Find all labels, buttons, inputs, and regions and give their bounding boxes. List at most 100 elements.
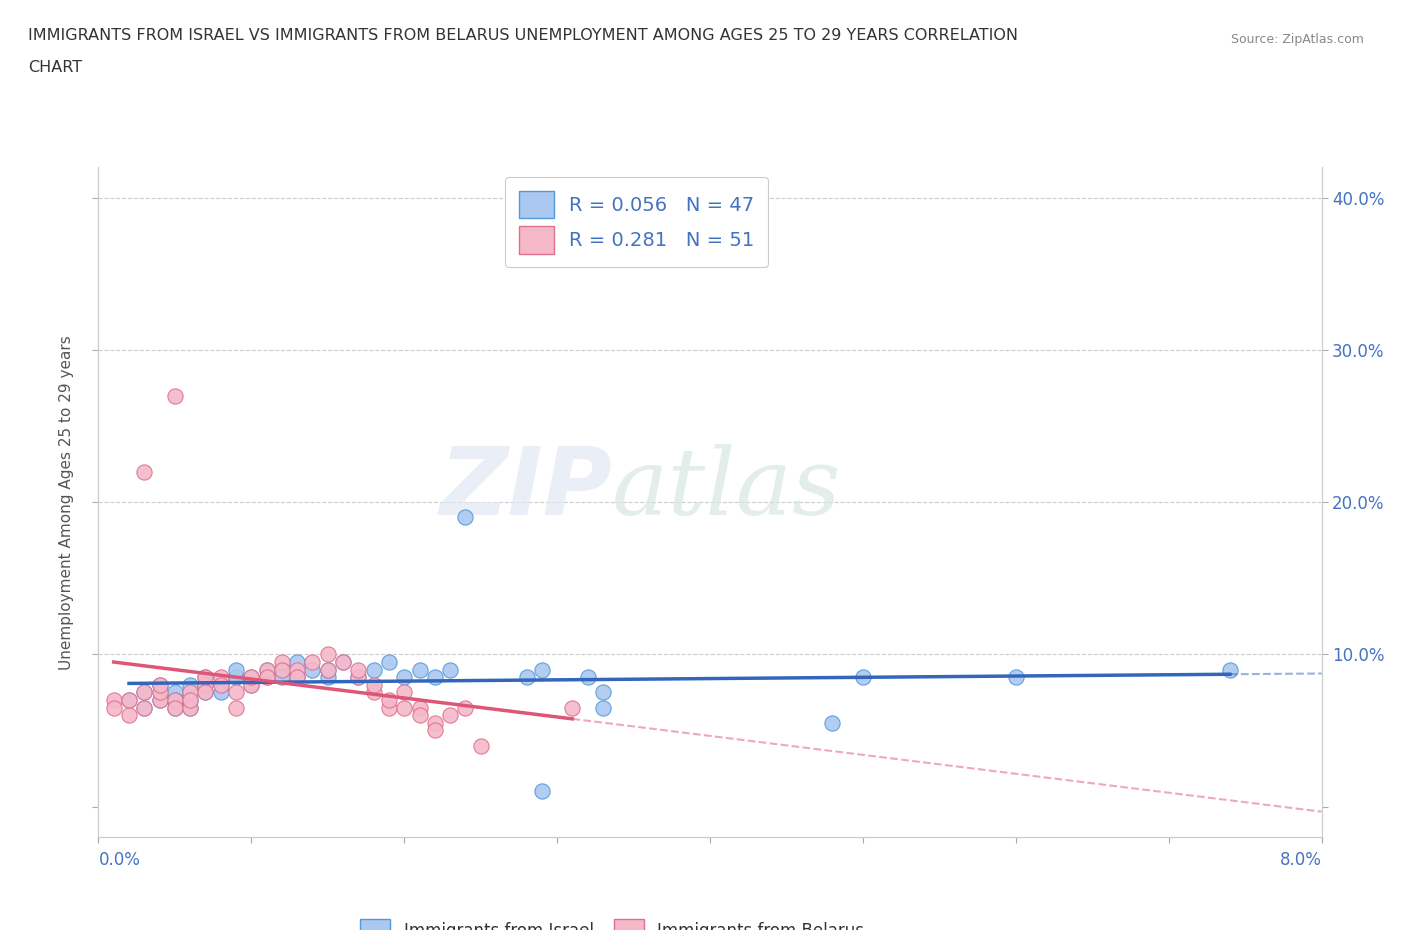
Point bbox=[149, 685, 172, 700]
Point bbox=[256, 670, 278, 684]
Point bbox=[194, 685, 217, 700]
Point bbox=[149, 677, 172, 692]
Point bbox=[256, 670, 278, 684]
Point bbox=[378, 693, 401, 708]
Point bbox=[163, 388, 186, 403]
Point bbox=[530, 784, 553, 799]
Point bbox=[378, 700, 401, 715]
Point bbox=[423, 670, 446, 684]
Point bbox=[225, 662, 247, 677]
Point bbox=[134, 685, 156, 700]
Text: 0.0%: 0.0% bbox=[98, 851, 141, 869]
Point bbox=[270, 662, 294, 677]
Point bbox=[408, 708, 430, 723]
Text: Source: ZipAtlas.com: Source: ZipAtlas.com bbox=[1230, 33, 1364, 46]
Point bbox=[301, 662, 323, 677]
Point bbox=[592, 700, 614, 715]
Point bbox=[134, 700, 156, 715]
Text: IMMIGRANTS FROM ISRAEL VS IMMIGRANTS FROM BELARUS UNEMPLOYMENT AMONG AGES 25 TO : IMMIGRANTS FROM ISRAEL VS IMMIGRANTS FRO… bbox=[28, 28, 1018, 43]
Point bbox=[194, 670, 217, 684]
Point bbox=[592, 685, 614, 700]
Point bbox=[347, 662, 370, 677]
Point bbox=[240, 677, 263, 692]
Point bbox=[392, 670, 416, 684]
Point bbox=[163, 685, 186, 700]
Point bbox=[285, 655, 308, 670]
Point bbox=[194, 677, 217, 692]
Point bbox=[316, 647, 339, 662]
Point bbox=[316, 662, 339, 677]
Point bbox=[363, 662, 385, 677]
Point bbox=[270, 670, 294, 684]
Point bbox=[378, 655, 401, 670]
Y-axis label: Unemployment Among Ages 25 to 29 years: Unemployment Among Ages 25 to 29 years bbox=[59, 335, 75, 670]
Point bbox=[576, 670, 599, 684]
Point bbox=[179, 685, 201, 700]
Point bbox=[516, 670, 538, 684]
Point bbox=[270, 655, 294, 670]
Legend: Immigrants from Israel, Immigrants from Belarus: Immigrants from Israel, Immigrants from … bbox=[354, 912, 870, 930]
Point bbox=[179, 677, 201, 692]
Point bbox=[209, 677, 232, 692]
Point bbox=[163, 693, 186, 708]
Point bbox=[285, 662, 308, 677]
Point bbox=[134, 700, 156, 715]
Text: 8.0%: 8.0% bbox=[1279, 851, 1322, 869]
Point bbox=[179, 693, 201, 708]
Point bbox=[118, 708, 141, 723]
Point bbox=[301, 655, 323, 670]
Point bbox=[209, 677, 232, 692]
Point bbox=[561, 700, 583, 715]
Text: CHART: CHART bbox=[28, 60, 82, 75]
Point bbox=[179, 693, 201, 708]
Point bbox=[134, 464, 156, 479]
Point bbox=[179, 700, 201, 715]
Point bbox=[408, 662, 430, 677]
Point bbox=[240, 670, 263, 684]
Point bbox=[256, 662, 278, 677]
Point bbox=[118, 693, 141, 708]
Point bbox=[179, 700, 201, 715]
Point bbox=[332, 655, 354, 670]
Point bbox=[240, 670, 263, 684]
Point bbox=[316, 670, 339, 684]
Point bbox=[225, 700, 247, 715]
Point bbox=[408, 700, 430, 715]
Point bbox=[530, 662, 553, 677]
Point bbox=[209, 685, 232, 700]
Point bbox=[285, 670, 308, 684]
Point bbox=[163, 693, 186, 708]
Point bbox=[363, 677, 385, 692]
Text: atlas: atlas bbox=[612, 444, 842, 534]
Point bbox=[454, 700, 477, 715]
Point bbox=[225, 670, 247, 684]
Point bbox=[423, 723, 446, 737]
Point bbox=[852, 670, 875, 684]
Point bbox=[134, 685, 156, 700]
Point bbox=[194, 685, 217, 700]
Point bbox=[821, 715, 844, 730]
Point bbox=[347, 670, 370, 684]
Point bbox=[439, 662, 461, 677]
Point bbox=[270, 662, 294, 677]
Point bbox=[103, 700, 125, 715]
Point bbox=[103, 693, 125, 708]
Text: ZIP: ZIP bbox=[439, 443, 612, 535]
Point bbox=[256, 662, 278, 677]
Point bbox=[470, 738, 492, 753]
Point bbox=[285, 670, 308, 684]
Point bbox=[392, 685, 416, 700]
Point bbox=[392, 700, 416, 715]
Point bbox=[163, 700, 186, 715]
Point bbox=[240, 677, 263, 692]
Point bbox=[423, 715, 446, 730]
Point bbox=[149, 677, 172, 692]
Point bbox=[1004, 670, 1026, 684]
Point bbox=[363, 685, 385, 700]
Point bbox=[332, 655, 354, 670]
Point bbox=[347, 670, 370, 684]
Point bbox=[1219, 662, 1241, 677]
Point bbox=[454, 510, 477, 525]
Point bbox=[149, 693, 172, 708]
Point bbox=[209, 670, 232, 684]
